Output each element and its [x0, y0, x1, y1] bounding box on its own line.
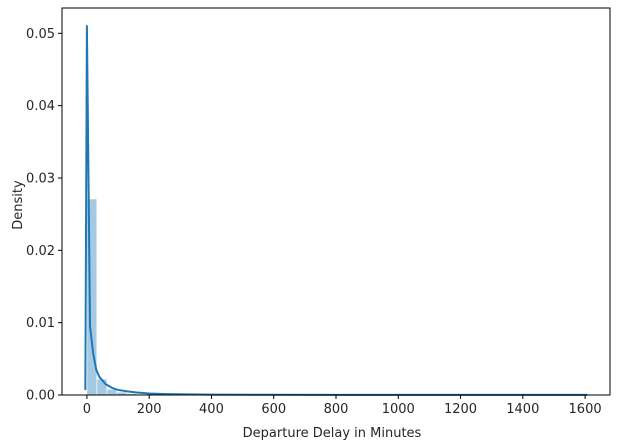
- y-tick-label-3: 0.03: [26, 171, 55, 186]
- y-tick-label-4: 0.04: [26, 99, 55, 114]
- y-tick-label-0: 0.00: [26, 389, 55, 404]
- x-tick-label-1000: 1000: [382, 402, 415, 417]
- kde-line: [84, 25, 588, 396]
- x-tick-label-1200: 1200: [444, 402, 477, 417]
- x-axis-label: Departure Delay in Minutes: [243, 426, 422, 441]
- axes-frame: [61, 7, 611, 396]
- x-tick-label-200: 200: [137, 402, 162, 417]
- x-tick-label-1400: 1400: [506, 402, 539, 417]
- y-tick-label-5: 0.05: [26, 27, 55, 42]
- x-tick-label-0: 0: [83, 402, 91, 417]
- kde-curve-layer: [84, 25, 588, 396]
- histogram-bar-2: [106, 388, 118, 396]
- x-tick-label-1600: 1600: [569, 402, 602, 417]
- x-tick-label-400: 400: [199, 402, 224, 417]
- y-axis-ticks: 0.00 0.01 0.02 0.03 0.04 0.05: [26, 27, 62, 404]
- y-tick-label-2: 0.02: [26, 244, 55, 259]
- x-tick-label-800: 800: [324, 402, 349, 417]
- y-axis-label: Density: [11, 180, 26, 230]
- x-tick-label-600: 600: [261, 402, 286, 417]
- histogram-bar-1: [96, 378, 108, 396]
- x-axis-ticks: 0 200 400 600 800 1000 1200 1400 1600: [83, 395, 602, 417]
- plot-frame: [61, 7, 611, 396]
- y-tick-label-1: 0.01: [26, 316, 55, 331]
